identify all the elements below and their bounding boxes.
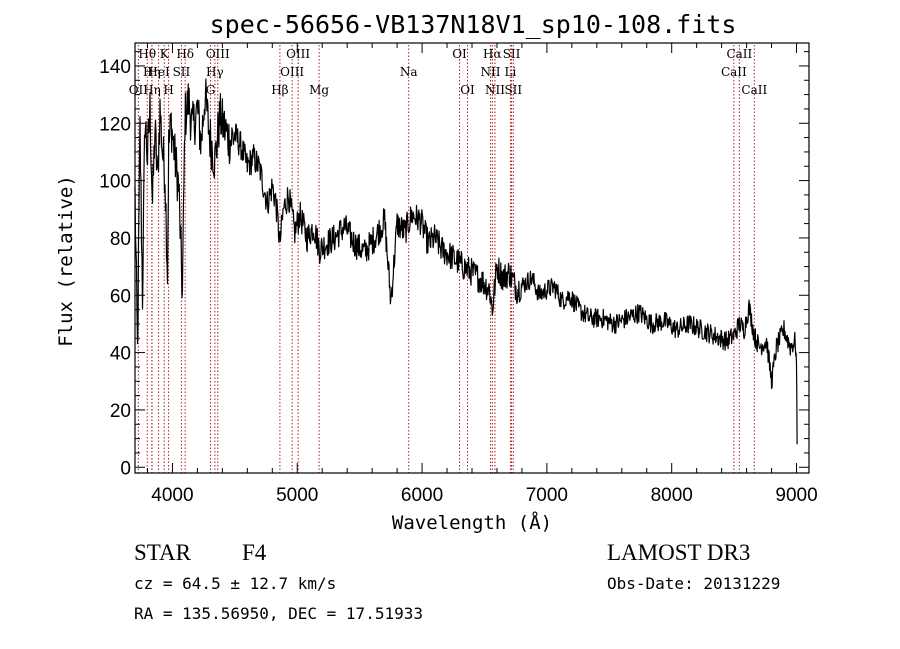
y-tick-label: 120 xyxy=(99,114,131,135)
emission-line-label: SII xyxy=(173,65,191,79)
x-tick-label: 5000 xyxy=(276,485,318,506)
y-tick-label: 60 xyxy=(110,286,131,307)
emission-line-label: Hγ xyxy=(206,65,224,79)
y-tick-label: 100 xyxy=(99,172,131,193)
x-axis-label: Wavelength (Å) xyxy=(392,511,552,534)
chart-title: spec-56656-VB137N18V1_sp10-108.fits xyxy=(210,10,737,39)
y-tick-label: 140 xyxy=(99,57,131,78)
x-tick-label: 7000 xyxy=(526,485,568,506)
emission-line-label: CaII xyxy=(741,83,767,97)
y-tick-label: 0 xyxy=(120,458,131,479)
object-subclass: F4 xyxy=(242,540,267,565)
emission-line-label: Hβ xyxy=(271,83,288,97)
emission-line-label: OII xyxy=(129,83,149,97)
sky-coordinates: RA = 135.56950, DEC = 17.51933 xyxy=(134,604,423,623)
emission-line-label: NII xyxy=(480,65,500,79)
observation-date: Obs-Date: 20131229 xyxy=(607,574,781,593)
x-tick-label: 4000 xyxy=(151,485,193,506)
emission-line-label: OIII xyxy=(280,65,304,79)
emission-line-label: OIII xyxy=(206,47,230,61)
emission-line-label: CaII xyxy=(721,65,747,79)
object-class: STAR xyxy=(134,540,191,565)
emission-line-label: Hα xyxy=(483,47,502,61)
x-tick-label: 9000 xyxy=(775,485,817,506)
redshift-velocity: cz = 64.5 ± 12.7 km/s xyxy=(134,574,337,593)
x-tick-label: 8000 xyxy=(651,485,693,506)
y-tick-label: 80 xyxy=(110,229,131,250)
y-axis: 0 20 40 60 80 100 120 140 xyxy=(99,51,809,479)
y-axis-label: Flux (relative) xyxy=(55,175,77,347)
emission-line-label: OI xyxy=(460,83,475,97)
emission-line-label: Hδ xyxy=(176,47,194,61)
emission-line-label: H xyxy=(163,83,173,97)
emission-line-label: Mg xyxy=(309,83,329,97)
emission-line-label: Hθ xyxy=(138,47,156,61)
survey-name: LAMOST DR3 xyxy=(607,540,751,565)
emission-line-labels: HηOIIHθHηHeIKHSIIHδGHγOIIIHβOIIIOIIIMgNa… xyxy=(129,47,768,97)
x-axis: 4000 5000 6000 7000 8000 9000 xyxy=(146,43,818,506)
emission-line-label: HeI xyxy=(147,65,170,79)
emission-line-label: Hη xyxy=(143,83,161,97)
emission-line-label: NII xyxy=(485,83,505,97)
y-tick-label: 40 xyxy=(110,344,131,365)
emission-line-label: Hη xyxy=(143,65,161,79)
plot-frame xyxy=(134,42,810,474)
emission-line-label: Na xyxy=(400,65,418,79)
emission-line-label: CaII xyxy=(726,47,752,61)
emission-line-label: OI xyxy=(452,47,467,61)
emission-line-label: Li xyxy=(505,65,517,79)
x-tick-label: 6000 xyxy=(401,485,443,506)
y-tick-label: 20 xyxy=(110,401,131,422)
emission-line-label: OIII xyxy=(286,47,310,61)
flux-series-line xyxy=(134,78,798,445)
emission-line-label: SII xyxy=(503,47,521,61)
emission-line-label: SII xyxy=(504,83,522,97)
emission-line-label: K xyxy=(160,47,170,61)
emission-line-label: G xyxy=(206,83,216,97)
